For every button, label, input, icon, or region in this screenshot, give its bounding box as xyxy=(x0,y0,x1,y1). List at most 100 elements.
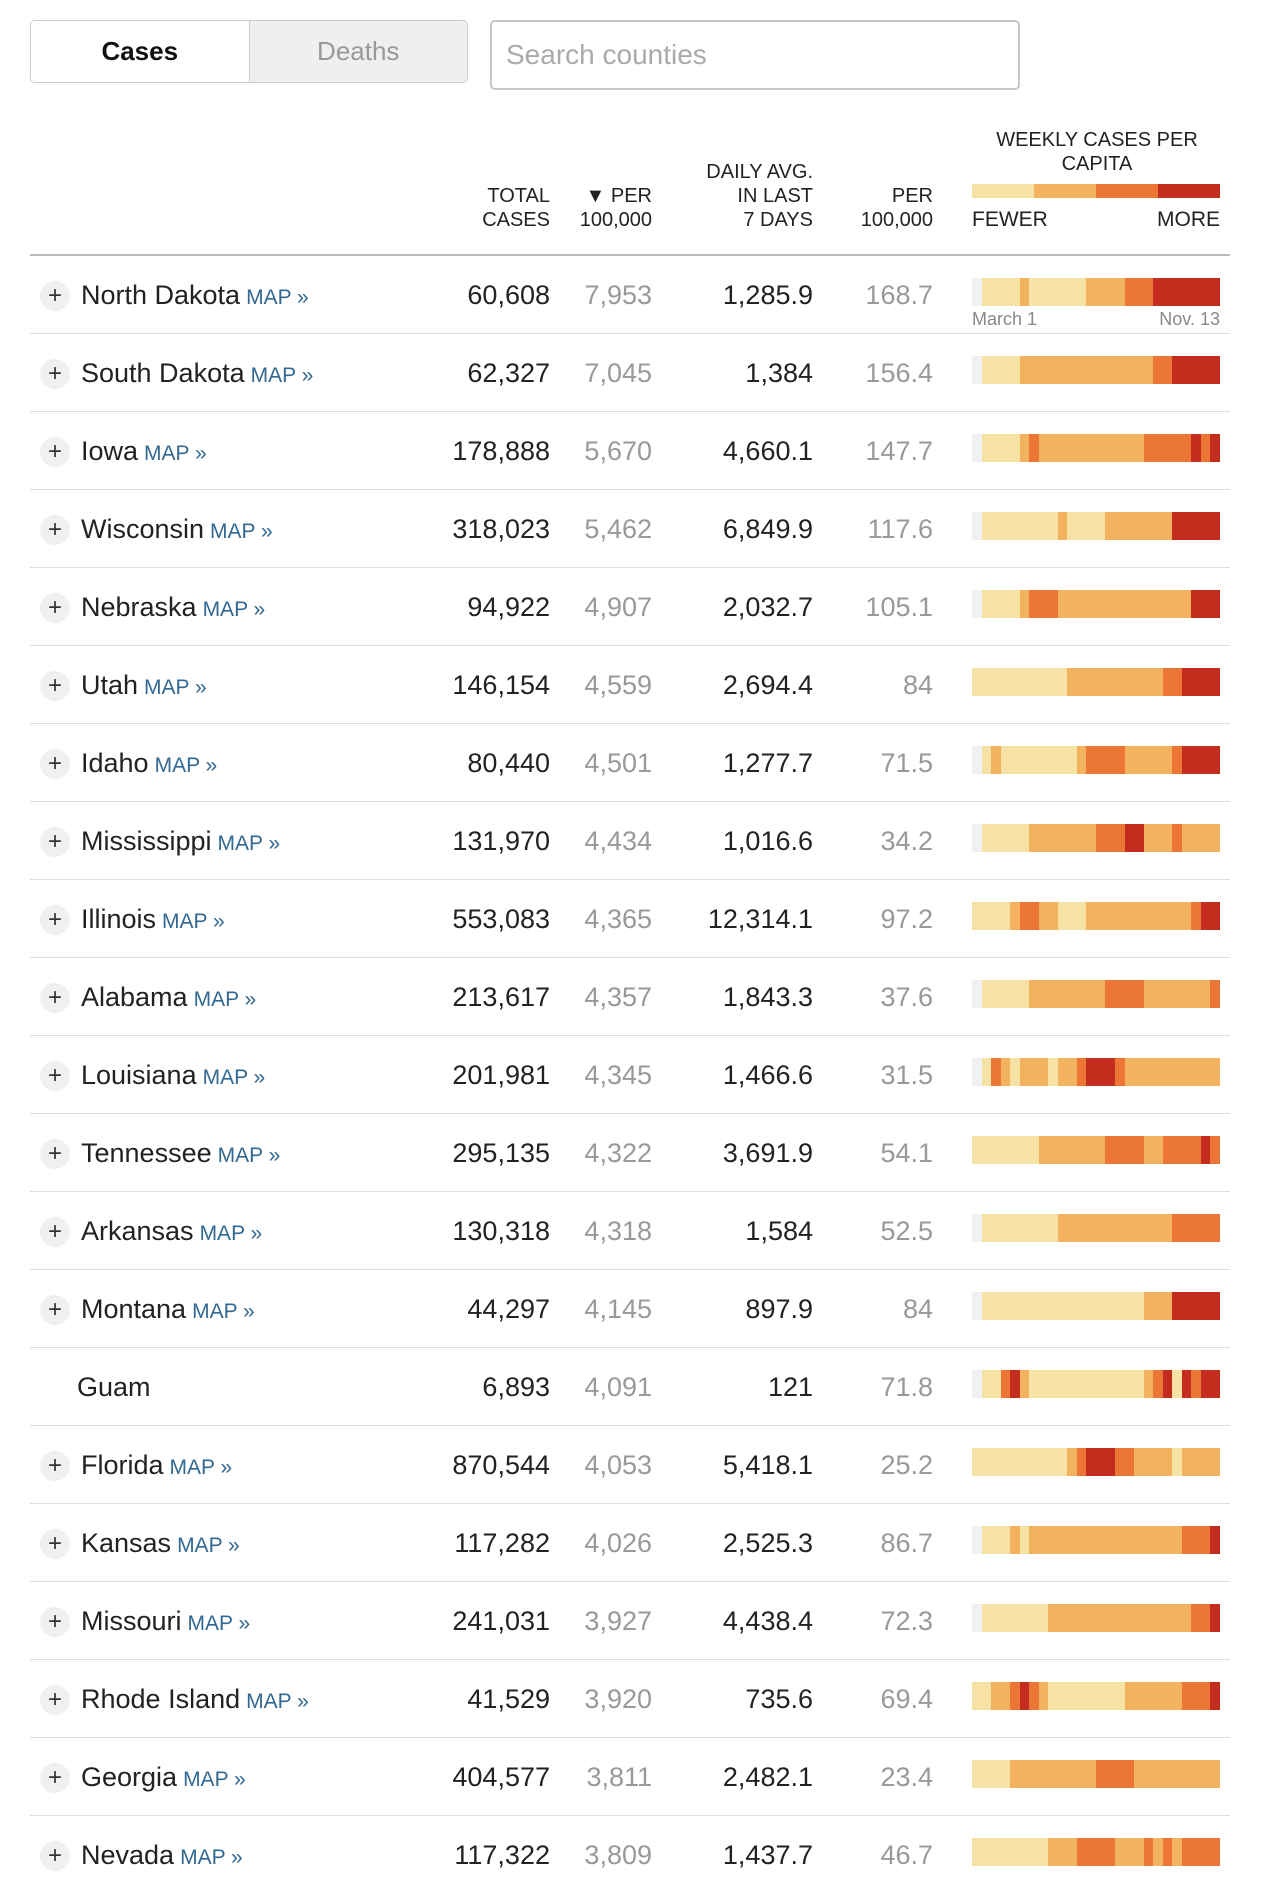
sparkline-week-cell xyxy=(1162,356,1173,384)
expand-row-button[interactable]: + xyxy=(40,1529,70,1559)
sparkline-end-date: Nov. 13 xyxy=(1159,309,1220,329)
header-per-100k[interactable]: ▼ PER 100,000 xyxy=(579,185,652,231)
sparkline-week-cell xyxy=(1086,278,1096,306)
expand-row-button[interactable]: + xyxy=(40,1841,70,1871)
weekly-cases-sparkline xyxy=(972,590,1220,618)
expand-row-button[interactable]: + xyxy=(40,593,70,623)
tab-deaths[interactable]: Deaths xyxy=(248,21,467,82)
expand-row-button[interactable]: + xyxy=(40,749,70,779)
map-link[interactable]: MAP » xyxy=(217,1144,281,1167)
sparkline-week-cell xyxy=(1181,1370,1192,1398)
expand-row-button[interactable]: + xyxy=(40,437,70,467)
per-100k-value: 4,559 xyxy=(584,670,652,700)
expand-row-button[interactable]: + xyxy=(40,1217,70,1247)
map-link[interactable]: MAP » xyxy=(169,1456,233,1479)
map-link[interactable]: MAP » xyxy=(202,1066,266,1089)
sparkline-week-cell xyxy=(1086,1526,1096,1554)
map-link[interactable]: MAP » xyxy=(250,364,314,387)
expand-row-button[interactable]: + xyxy=(40,281,70,311)
tab-cases[interactable]: Cases xyxy=(31,21,249,82)
map-link[interactable]: MAP » xyxy=(180,1846,243,1869)
sparkline-week-cell xyxy=(1143,902,1154,930)
sparkline-week-cell xyxy=(972,590,982,618)
map-link[interactable]: MAP » xyxy=(199,1222,263,1245)
header-daily-avg[interactable]: DAILY AVG. IN LAST 7 DAYS xyxy=(706,161,813,231)
header-total-cases[interactable]: TOTAL CASES xyxy=(482,185,550,231)
sparkline-week-cell xyxy=(991,824,1001,852)
sparkline-week-cell xyxy=(1200,902,1211,930)
map-link[interactable]: MAP » xyxy=(246,286,309,309)
sparkline-week-cell xyxy=(1019,1682,1030,1710)
daily-per-100k-value: 86.7 xyxy=(880,1528,933,1558)
state-name-text: Georgia xyxy=(81,1762,178,1792)
map-link[interactable]: MAP » xyxy=(246,1690,309,1713)
per-100k-value: 3,811 xyxy=(586,1762,652,1792)
sparkline-week-cell xyxy=(1029,1058,1039,1086)
daily-avg-value: 6,849.9 xyxy=(722,514,813,544)
sparkline-week-cell xyxy=(1095,356,1106,384)
sparkline-week-cell xyxy=(1200,1838,1211,1866)
sparkline-week-cell xyxy=(981,824,992,852)
sparkline-week-cell xyxy=(1048,1838,1058,1866)
map-link[interactable]: MAP » xyxy=(144,442,207,465)
sparkline-week-cell xyxy=(991,1604,1001,1632)
expand-row-button[interactable]: + xyxy=(40,983,70,1013)
sparkline-week-cell xyxy=(1067,902,1077,930)
expand-row-button[interactable]: + xyxy=(40,905,70,935)
map-link[interactable]: MAP » xyxy=(154,754,218,777)
map-link[interactable]: MAP » xyxy=(202,598,266,621)
daily-avg-value: 1,466.6 xyxy=(722,1060,813,1090)
expand-row-button[interactable]: + xyxy=(40,1451,70,1481)
expand-row-button[interactable]: + xyxy=(40,1763,70,1793)
map-link[interactable]: MAP » xyxy=(162,910,225,933)
map-link[interactable]: MAP » xyxy=(217,832,281,855)
sparkline-week-cell xyxy=(1067,1058,1077,1086)
sparkline-week-cell xyxy=(1048,746,1058,774)
state-name-text: Tennessee xyxy=(81,1138,212,1168)
sparkline-week-cell xyxy=(1067,746,1077,774)
sparkline-week-cell xyxy=(1000,1292,1011,1320)
sparkline-week-cell xyxy=(1143,746,1154,774)
sparkline-week-cell xyxy=(1181,824,1192,852)
sparkline-week-cell xyxy=(1048,1370,1058,1398)
sparkline-week-cell xyxy=(1067,824,1077,852)
expand-row-button[interactable]: + xyxy=(40,1061,70,1091)
sparkline-week-cell xyxy=(1019,434,1030,462)
expand-row-button[interactable]: + xyxy=(40,1607,70,1637)
sparkline-week-cell xyxy=(972,356,982,384)
map-link[interactable]: MAP » xyxy=(187,1612,251,1635)
sparkline-week-cell xyxy=(1029,668,1039,696)
expand-row-button[interactable]: + xyxy=(40,359,70,389)
sparkline-week-cell xyxy=(991,590,1001,618)
sparkline-week-cell xyxy=(1067,1838,1077,1866)
map-link[interactable]: MAP » xyxy=(193,988,257,1011)
expand-row-button[interactable]: + xyxy=(40,1139,70,1169)
expand-row-button[interactable]: + xyxy=(40,827,70,857)
map-link[interactable]: MAP » xyxy=(177,1534,240,1557)
sparkline-week-cell xyxy=(1153,746,1163,774)
map-link[interactable]: MAP » xyxy=(144,676,207,699)
daily-per-100k-value: 71.8 xyxy=(880,1372,933,1402)
sparkline-week-cell xyxy=(1000,746,1011,774)
sparkline-week-cell xyxy=(1029,434,1039,462)
sparkline-week-cell xyxy=(1124,434,1135,462)
sparkline-week-cell xyxy=(1191,1760,1201,1788)
sparkline-week-cell xyxy=(1134,902,1144,930)
daily-per-100k-value: 71.5 xyxy=(880,748,933,778)
expand-row-button[interactable]: + xyxy=(40,515,70,545)
sparkline-week-cell xyxy=(1134,356,1144,384)
expand-row-button[interactable]: + xyxy=(40,1295,70,1325)
search-counties-input[interactable] xyxy=(490,20,1020,90)
expand-row-button[interactable]: + xyxy=(40,1685,70,1715)
map-link[interactable]: MAP » xyxy=(192,1300,255,1323)
per-100k-value: 4,145 xyxy=(584,1294,652,1324)
map-link[interactable]: MAP » xyxy=(183,1768,246,1791)
expand-row-button[interactable]: + xyxy=(40,671,70,701)
sparkline-week-cell xyxy=(1191,512,1201,540)
map-link[interactable]: MAP » xyxy=(210,520,273,543)
sparkline-week-cell xyxy=(1153,590,1163,618)
header-daily-per-100k[interactable]: PER 100,000 xyxy=(860,185,933,231)
sparkline-week-cell xyxy=(1200,1136,1211,1164)
sparkline-week-cell xyxy=(1029,980,1039,1008)
sparkline-week-cell xyxy=(1019,902,1030,930)
